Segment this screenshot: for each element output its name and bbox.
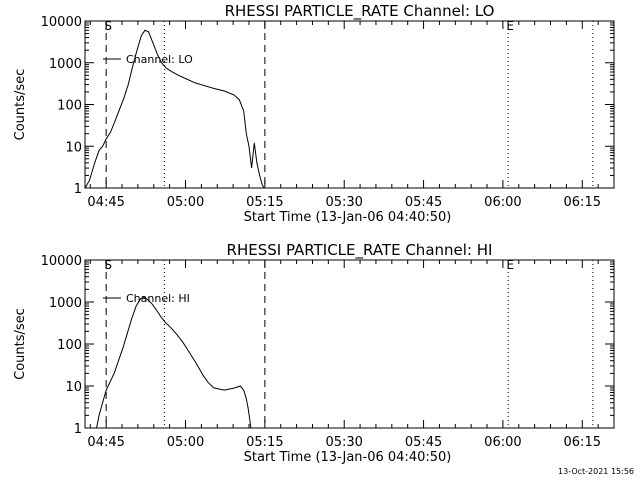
chart-1-ytick-label: 1 bbox=[74, 422, 82, 437]
chart-0-xtick-label: 06:15 bbox=[564, 195, 601, 210]
chart-0-title: RHESSI PARTICLE_RATE Channel: LO bbox=[225, 2, 495, 21]
chart-1-legend-label: Channel: HI bbox=[126, 292, 190, 305]
chart-1-ytick-label: 10000 bbox=[41, 254, 82, 269]
chart-1-ytick-label: 100 bbox=[57, 338, 82, 353]
chart-0-frame bbox=[84, 20, 615, 189]
chart-1-marker-label: E bbox=[506, 258, 514, 272]
chart-1-xtick-label: 04:45 bbox=[87, 435, 124, 450]
chart-0-ytick-label: 10000 bbox=[41, 15, 82, 30]
chart-1-ytick-label: 10 bbox=[65, 380, 82, 395]
chart-0-xtick-label: 05:30 bbox=[325, 195, 362, 210]
chart-0-xtick-label: 06:00 bbox=[484, 195, 521, 210]
chart-1-marker-label: S bbox=[104, 258, 112, 272]
chart-0-ylabel: Counts/sec bbox=[13, 69, 28, 141]
chart-0-xtick-label: 05:00 bbox=[167, 195, 204, 210]
chart-1-xtick-label: 05:30 bbox=[325, 435, 362, 450]
chart-1-xtick-label: 06:15 bbox=[564, 435, 601, 450]
chart-0-xtick-label: 05:45 bbox=[405, 195, 442, 210]
footer-timestamp: 13-Oct-2021 15:56 bbox=[558, 467, 634, 476]
chart-1-xtick-label: 05:45 bbox=[405, 435, 442, 450]
chart-1-ylabel: Counts/sec bbox=[13, 308, 28, 380]
chart-1: RHESSI PARTICLE_RATE Channel: HI 1 10 100 10… bbox=[13, 241, 615, 465]
chart-1-xtick-label: 05:15 bbox=[246, 435, 283, 450]
chart-1-ytick-label: 1000 bbox=[49, 296, 82, 311]
chart-0-ytick-label: 100 bbox=[57, 99, 82, 114]
chart-0-ytick-label: 1 bbox=[74, 182, 82, 197]
chart-1-xtick-label: 06:00 bbox=[484, 435, 521, 450]
chart-0-xtick-label: 05:15 bbox=[246, 195, 283, 210]
chart-1-xlabel: Start Time (13-Jan-06 04:40:50) bbox=[244, 450, 452, 465]
chart-0-marker-label: S bbox=[104, 19, 112, 33]
chart-1-title: RHESSI PARTICLE_RATE Channel: HI bbox=[227, 241, 493, 260]
chart-0-xtick-label: 04:45 bbox=[87, 195, 124, 210]
chart-1-series-line bbox=[96, 296, 252, 429]
chart-0-ytick-label: 1000 bbox=[49, 57, 82, 72]
chart-0-legend-label: Channel: LO bbox=[126, 53, 193, 66]
chart-1-xtick-label: 05:00 bbox=[167, 435, 204, 450]
chart-0: RHESSI PARTICLE_RATE Channel: LO 1 10 100 10… bbox=[13, 2, 615, 225]
chart-0-ytick-label: 10 bbox=[65, 140, 82, 155]
chart-0-xlabel: Start Time (13-Jan-06 04:40:50) bbox=[244, 210, 452, 225]
chart-0-marker-label: E bbox=[506, 19, 514, 33]
chart-0-series-line bbox=[84, 29, 265, 189]
